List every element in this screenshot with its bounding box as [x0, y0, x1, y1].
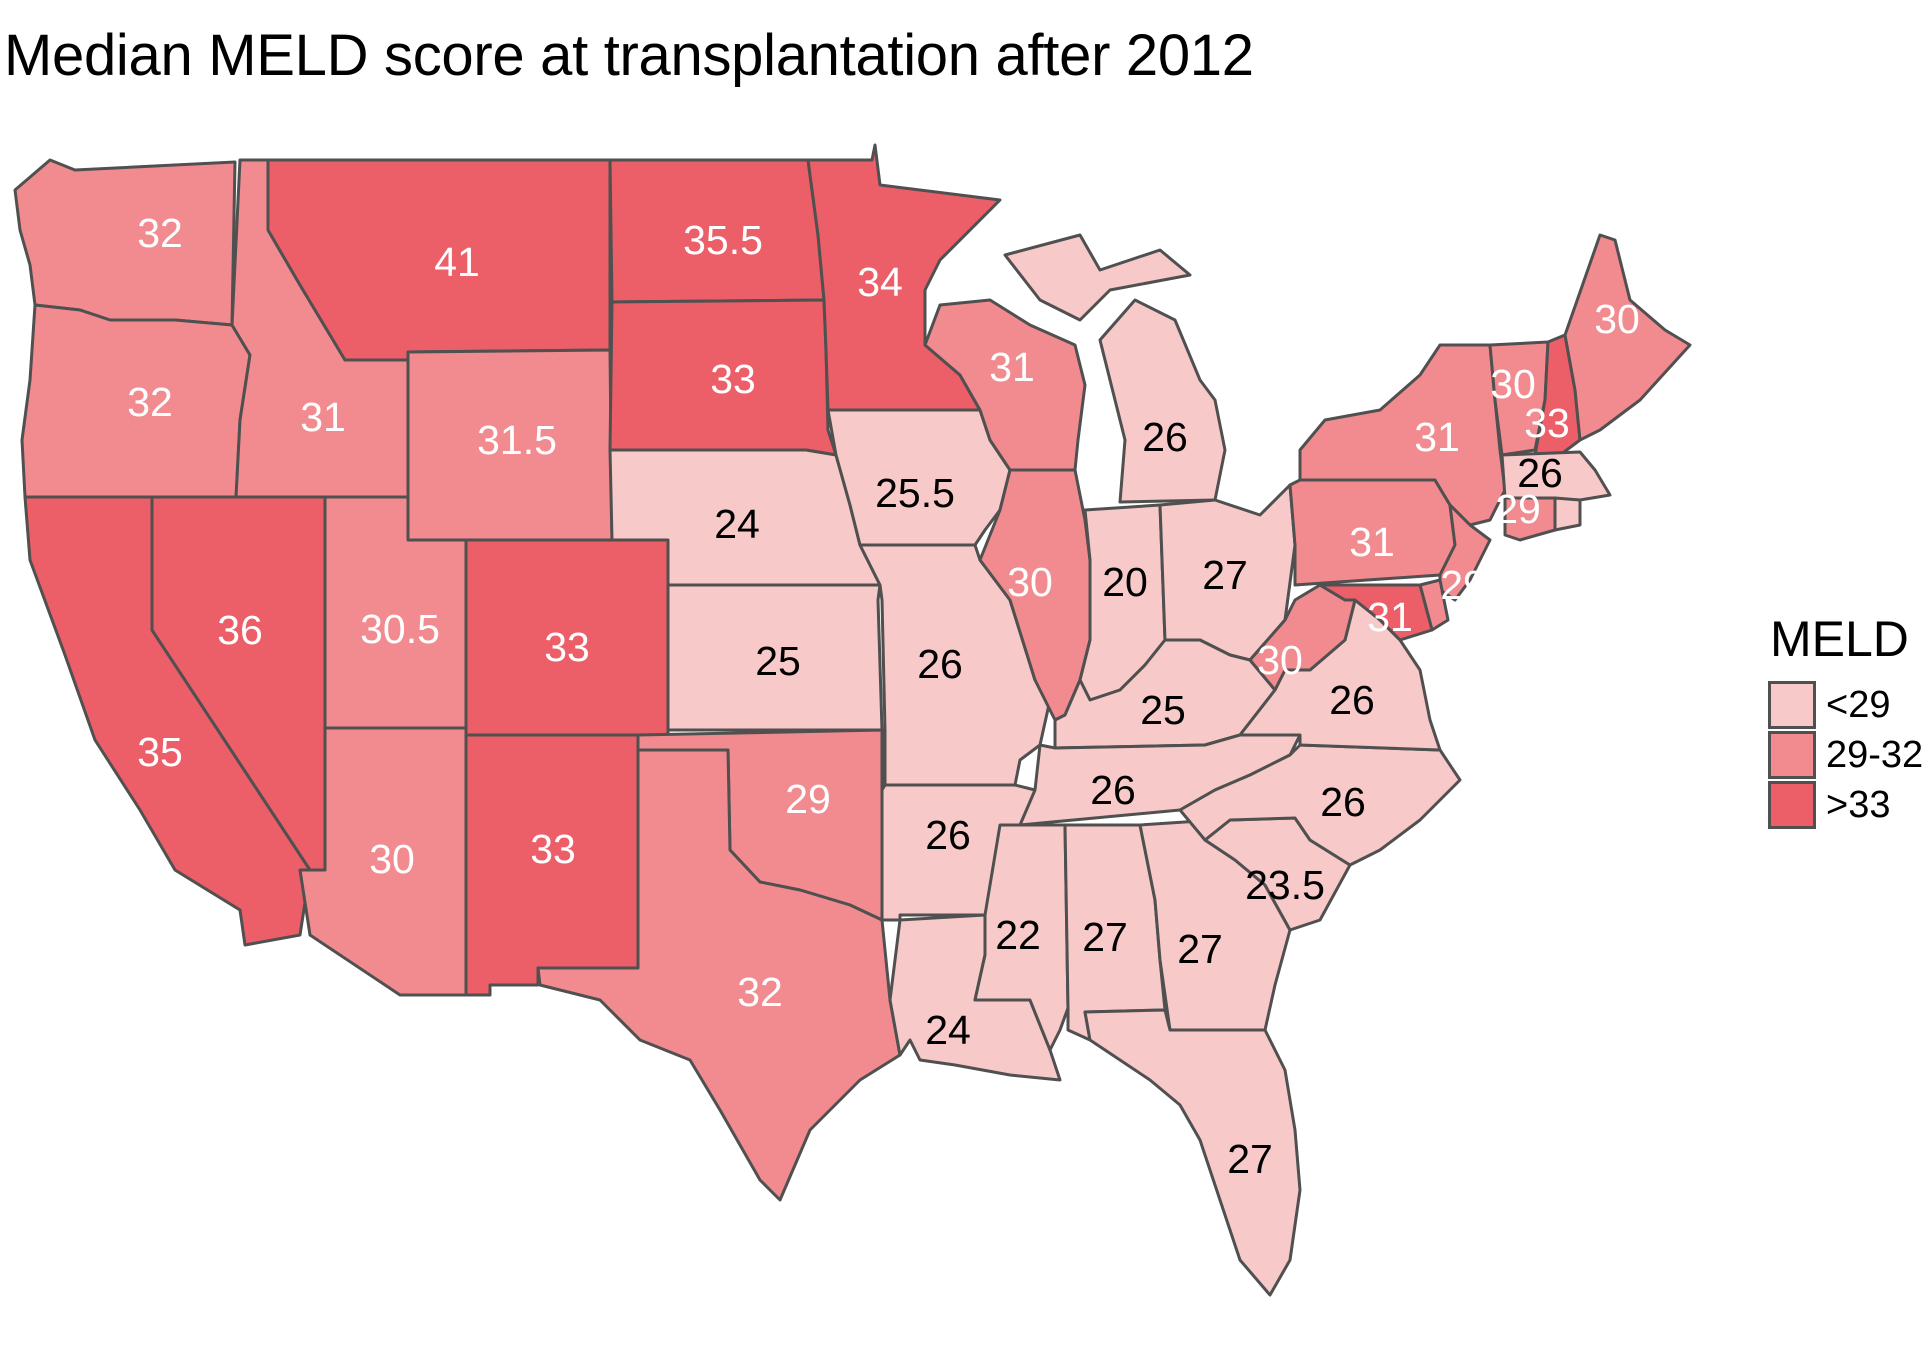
state-label-mo: 26 — [917, 641, 963, 687]
state-label-ga: 27 — [1177, 926, 1223, 972]
state-label-ut: 30.5 — [360, 606, 440, 652]
state-ct — [1503, 496, 1557, 542]
legend-label-mid: 29-32 — [1826, 733, 1924, 776]
state-label-wy: 31.5 — [477, 417, 557, 463]
state-label-ks: 25 — [755, 638, 801, 684]
state-label-de: 2 — [1424, 624, 1447, 670]
state-label-ok: 29 — [785, 776, 831, 822]
state-label-vt: 30 — [1490, 361, 1536, 407]
state-label-pa: 31 — [1349, 519, 1395, 565]
state-label-nd: 35.5 — [683, 217, 763, 263]
state-label-or: 32 — [127, 379, 173, 425]
chart-title: Median MELD score at transplantation aft… — [4, 23, 1254, 88]
state-label-fl: 27 — [1227, 1136, 1273, 1182]
state-label-az: 30 — [369, 836, 415, 882]
state-label-nm: 33 — [530, 826, 576, 872]
state-nj — [1438, 503, 1492, 602]
state-label-mt: 41 — [434, 239, 480, 285]
state-label-ms: 22 — [995, 912, 1041, 958]
legend-item-low: <29 — [1768, 680, 1923, 730]
state-label-nc: 26 — [1320, 779, 1366, 825]
state-label-sd: 33 — [710, 356, 756, 402]
state-md — [1318, 583, 1434, 642]
state-label-tx: 32 — [737, 969, 783, 1015]
state-label-ia: 25.5 — [875, 470, 955, 516]
state-label-in: 20 — [1102, 559, 1148, 605]
state-label-ny: 31 — [1414, 414, 1460, 460]
legend-label-high: >33 — [1826, 783, 1891, 826]
state-label-md: 31 — [1367, 594, 1413, 640]
state-label-ct: 29 — [1495, 486, 1541, 532]
state-ri — [1553, 496, 1582, 532]
state-label-al: 27 — [1082, 914, 1128, 960]
state-nc — [1178, 743, 1462, 867]
state-wi — [923, 298, 1087, 472]
state-mi — [1003, 233, 1227, 504]
legend-swatch-low — [1768, 681, 1816, 729]
state-label-il: 30 — [1007, 559, 1053, 605]
state-label-ar: 26 — [925, 812, 971, 858]
state-label-id: 31 — [300, 394, 346, 440]
legend-swatch-mid — [1768, 731, 1816, 779]
state-label-wv: 30 — [1257, 637, 1303, 683]
state-label-ky: 25 — [1140, 687, 1186, 733]
state-label-me: 30 — [1594, 296, 1640, 342]
state-label-tn: 26 — [1090, 767, 1136, 813]
state-label-ca: 35 — [137, 729, 183, 775]
state-label-nv: 36 — [217, 607, 263, 653]
state-fl — [1083, 1008, 1302, 1297]
legend: MELD <29 29-32 >33 — [1768, 610, 1923, 830]
state-label-mi: 26 — [1142, 414, 1188, 460]
legend-label-low: <29 — [1826, 683, 1891, 726]
state-label-sc: 23.5 — [1245, 862, 1325, 908]
state-label-mn: 34 — [857, 259, 903, 305]
state-tx — [536, 748, 902, 1202]
state-me — [1563, 233, 1692, 442]
state-label-wa: 32 — [137, 210, 183, 256]
state-label-nh: 33 — [1524, 400, 1570, 446]
state-label-ma: 26 — [1517, 450, 1563, 496]
legend-item-mid: 29-32 — [1768, 730, 1923, 780]
state-label-nj: 29 — [1440, 562, 1486, 608]
state-label-va: 26 — [1329, 677, 1375, 723]
state-label-ne: 24 — [714, 501, 760, 547]
legend-item-high: >33 — [1768, 780, 1923, 830]
state-wa — [13, 158, 237, 327]
legend-title: MELD — [1770, 611, 1909, 667]
state-label-la: 24 — [925, 1007, 971, 1053]
state-ks — [666, 583, 884, 732]
state-label-co: 33 — [544, 624, 590, 670]
state-label-wi: 31 — [989, 344, 1035, 390]
legend-swatch-high — [1768, 781, 1816, 829]
state-label-oh: 27 — [1202, 552, 1248, 598]
